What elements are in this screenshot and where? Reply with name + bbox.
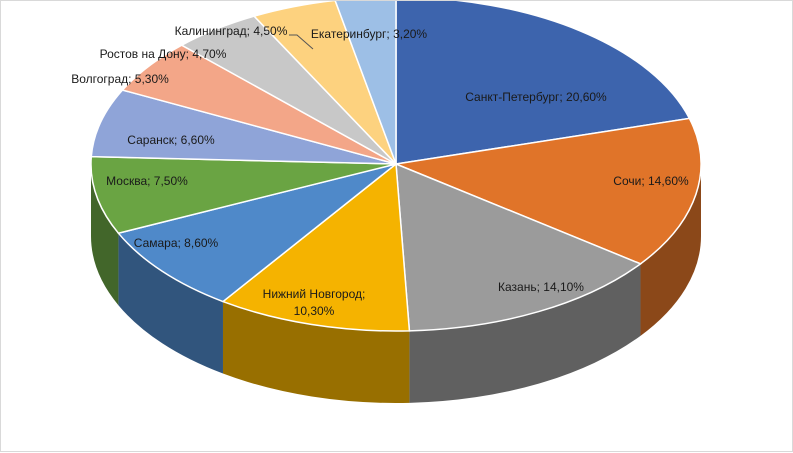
data-label-калининград: Калининград; 4,50%	[175, 24, 288, 38]
label-leader-line	[289, 34, 314, 50]
pie-slice-калининград	[252, 1, 397, 165]
pie-slice-санкт-петербург	[395, 1, 691, 165]
pie-slice-казань	[395, 162, 643, 332]
data-label-москва: Москва; 7,50%	[106, 174, 188, 188]
pie-slice-нижний-новгород	[221, 162, 411, 332]
pie-side-самара	[118, 233, 223, 374]
data-label-саранск: Саранск; 6,60%	[127, 133, 215, 147]
data-label-екатеринбург: Екатеринбург; 3,20%	[311, 27, 428, 41]
pie-side-сочи	[640, 164, 701, 336]
data-label-волгоград: Волгоград; 5,30%	[71, 72, 169, 86]
data-label-самара: Самара; 8,60%	[134, 236, 219, 250]
data-label-санкт-петербург: Санкт-Петербург; 20,60%	[465, 90, 607, 104]
pie-slice-самара	[117, 163, 397, 303]
data-label-сочи: Сочи; 14,60%	[613, 174, 689, 188]
data-label-ростов-на-дону: Ростов на Дону; 4,70%	[100, 47, 227, 61]
pie-side-нижний-новгород	[222, 301, 410, 403]
data-label-нижний-новгород-value: 10,30%	[294, 304, 335, 318]
pie-tops	[90, 1, 702, 332]
data-label-нижний-новгород: Нижний Новгород;	[263, 287, 366, 301]
pie-slice-екатеринбург	[334, 1, 397, 165]
pie-slice-сочи	[393, 117, 702, 265]
pie-slice-саранск	[90, 89, 397, 165]
pie-labels: Санкт-Петербург; 20,60% Сочи; 14,60% Казан…	[71, 24, 689, 318]
pie-slice-москва	[90, 155, 397, 235]
data-label-казань: Казань; 14,10%	[498, 280, 584, 294]
pie-side-казань	[409, 263, 641, 403]
